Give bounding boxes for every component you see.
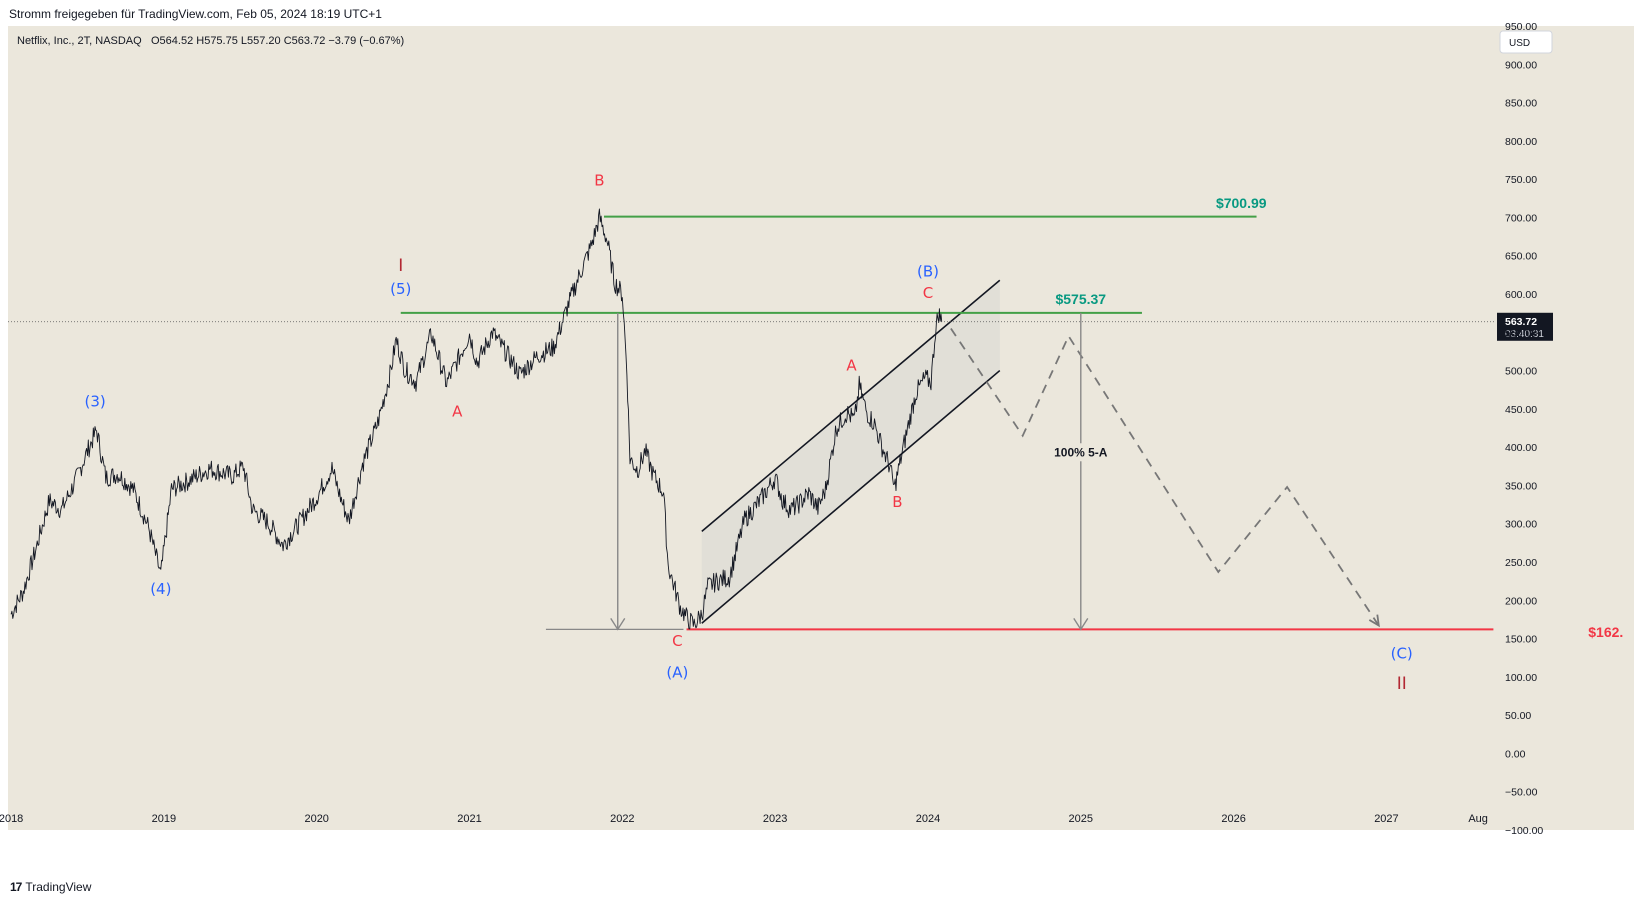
- wave-label: (B): [917, 262, 939, 280]
- shared-by-text: Stromm freigegeben für TradingView.com, …: [9, 7, 382, 21]
- x-tick-label: 2023: [763, 813, 787, 825]
- y-tick-label: 50.00: [1505, 710, 1531, 722]
- x-tick-label: 2020: [304, 813, 328, 825]
- wave-label: B: [892, 493, 902, 511]
- plot-background: [8, 26, 1496, 830]
- y-tick-label: 300.00: [1505, 519, 1537, 531]
- measure-label-background: [1048, 443, 1113, 462]
- y-tick-label: 800.00: [1505, 136, 1537, 148]
- chart-legend-symbol[interactable]: Netflix, Inc., 2T, NASDAQ: [17, 35, 142, 47]
- top-bar: Stromm freigegeben für TradingView.com, …: [0, 0, 1634, 26]
- y-tick-label: −100.00: [1505, 825, 1543, 837]
- level-label: $162.: [1588, 624, 1623, 640]
- y-tick-label: 650.00: [1505, 251, 1537, 263]
- chart-legend-ohlc: O564.52 H575.75 L557.20 C563.72 −3.79 (−…: [151, 35, 404, 47]
- drop-arrow-head: [610, 618, 626, 631]
- x-tick-label: 2025: [1069, 813, 1093, 825]
- x-tick-label: Aug: [1468, 813, 1488, 825]
- y-tick-label: 950.00: [1505, 21, 1537, 33]
- y-tick-label: −50.00: [1505, 787, 1538, 799]
- wave-label: A: [452, 403, 463, 421]
- y-tick-label: 850.00: [1505, 98, 1537, 110]
- wave-label: (3): [84, 393, 105, 411]
- x-tick-label: 2024: [916, 813, 940, 825]
- wave-label: (A): [666, 664, 688, 682]
- x-tick-label: 2022: [610, 813, 634, 825]
- y-tick-label: 150.00: [1505, 634, 1537, 646]
- level-label: $575.37: [1055, 291, 1106, 307]
- y-tick-label: 700.00: [1505, 212, 1537, 224]
- level-label: $700.99: [1216, 195, 1267, 211]
- y-tick-label: 750.00: [1505, 174, 1537, 186]
- wave-label: C: [923, 284, 933, 302]
- tradingview-brand: TradingView: [25, 880, 92, 894]
- y-tick-label: 100.00: [1505, 672, 1537, 684]
- y-tick-label: 0.00: [1505, 748, 1526, 760]
- wave-label: A: [846, 357, 857, 375]
- x-tick-label: 2027: [1374, 813, 1398, 825]
- x-tick-label: 2026: [1221, 813, 1245, 825]
- channel-fill: [701, 280, 1000, 624]
- y-tick-label: 600.00: [1505, 289, 1537, 301]
- wave-label: (C): [1391, 644, 1413, 662]
- y-tick-label: 900.00: [1505, 59, 1537, 71]
- wave-label: II: [1397, 674, 1407, 694]
- y-tick-label: 350.00: [1505, 480, 1537, 492]
- wave-label: (5): [390, 280, 411, 298]
- wave-label: I: [398, 256, 403, 276]
- x-tick-label: 2021: [457, 813, 481, 825]
- current-price-tag[interactable]: [1497, 312, 1553, 341]
- y-tick-label: 400.00: [1505, 442, 1537, 454]
- y-tick-label: 250.00: [1505, 557, 1537, 569]
- measure-arrow-head: [1073, 618, 1089, 631]
- measure-label: 100% 5-A: [1054, 445, 1108, 459]
- price-series-line[interactable]: [10, 208, 943, 630]
- y-tick-label: 550.00: [1505, 327, 1537, 339]
- bar-countdown: 03:40:31: [1505, 329, 1544, 340]
- y-tick-label: 500.00: [1505, 366, 1537, 378]
- current-price-value: 563.72: [1505, 316, 1537, 328]
- tradingview-mark-icon: 17: [10, 880, 22, 894]
- currency-button-label: USD: [1509, 38, 1530, 49]
- wave-label: B: [594, 171, 604, 189]
- price-axis-background[interactable]: [1496, 26, 1634, 830]
- currency-button[interactable]: [1499, 30, 1553, 54]
- x-tick-label: 2019: [152, 813, 176, 825]
- channel-lower-line[interactable]: [701, 369, 1001, 624]
- wave-label: C: [672, 632, 682, 650]
- y-tick-label: 450.00: [1505, 404, 1537, 416]
- y-tick-label: 200.00: [1505, 595, 1537, 607]
- forecast-arrowhead: [1368, 614, 1380, 628]
- bottom-bar: 17 TradingView: [0, 870, 1634, 901]
- wave-label: (4): [150, 580, 171, 598]
- x-tick-label: 2018: [0, 813, 23, 825]
- tradingview-logo[interactable]: 17 TradingView: [10, 880, 91, 894]
